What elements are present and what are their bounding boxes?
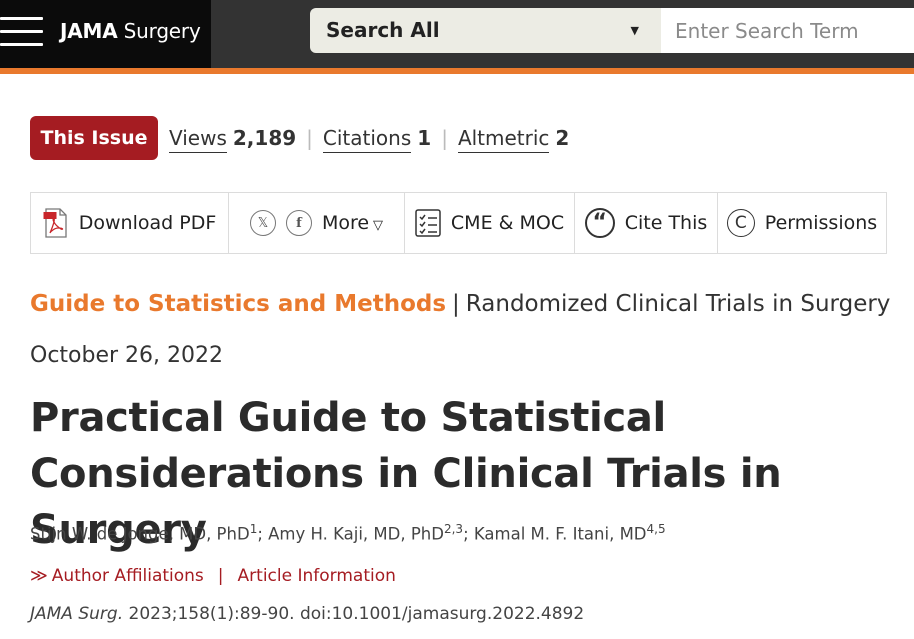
- cme-moc-button[interactable]: CME & MOC: [405, 193, 575, 253]
- author-affiliations-link[interactable]: ≫ Author Affiliations: [30, 566, 204, 586]
- permissions-label: Permissions: [764, 212, 878, 234]
- permissions-button[interactable]: C Permissions: [718, 193, 886, 253]
- download-pdf-button[interactable]: Download PDF: [31, 193, 229, 253]
- double-chevron-right-icon: ≫: [30, 566, 48, 586]
- more-share-button[interactable]: More ▽: [322, 212, 383, 234]
- altmetric-link[interactable]: Altmetric: [457, 126, 550, 153]
- author-affiliations-label: Author Affiliations: [51, 566, 204, 586]
- author-separator: ;: [257, 524, 269, 544]
- citations-link[interactable]: Citations: [322, 126, 412, 153]
- top-bar: JAMA Surgery Search All ▼: [0, 0, 914, 68]
- search-scope-label: Search All: [326, 18, 440, 42]
- chevron-down-icon: ▽: [373, 218, 384, 233]
- article-metrics: Views 2,189 | Citations 1 | Altmetric 2: [169, 126, 569, 153]
- metric-separator: |: [441, 126, 448, 150]
- journal-logo[interactable]: JAMA Surgery: [60, 19, 201, 43]
- copyright-icon: C: [726, 209, 755, 237]
- logo-bold: JAMA: [60, 19, 118, 43]
- article-title: Practical Guide to Statistical Considera…: [30, 395, 782, 553]
- this-issue-button[interactable]: This Issue: [30, 116, 158, 160]
- views-count: 2,189: [232, 126, 297, 150]
- citation-details: 2023;158(1):89-90. doi:10.1001/jamasurg.…: [123, 604, 585, 624]
- download-pdf-label: Download PDF: [78, 212, 217, 234]
- brand-area: JAMA Surgery: [0, 0, 211, 68]
- share-group: 𝕏 f More ▽: [229, 193, 405, 253]
- article-category: Guide to Statistics and Methods | Randomiz…: [30, 291, 890, 317]
- affiliation-number: 1: [249, 522, 258, 536]
- author-list: Stijn W. de Jonge, MD, PhD1; Amy H. Kaji…: [30, 522, 666, 544]
- x-twitter-icon[interactable]: 𝕏: [249, 210, 276, 236]
- journal-abbrev: JAMA Surg.: [30, 604, 124, 624]
- subcategory: Randomized Clinical Trials in Surgery: [465, 291, 891, 317]
- link-separator: |: [217, 566, 224, 586]
- facebook-icon[interactable]: f: [285, 210, 312, 236]
- author-separator: ;: [463, 524, 474, 544]
- category-link[interactable]: Guide to Statistics and Methods: [30, 291, 447, 317]
- publication-date: October 26, 2022: [30, 343, 224, 368]
- checklist-icon: [415, 209, 441, 237]
- cite-this-button[interactable]: “ Cite This: [575, 193, 718, 253]
- pdf-icon: [43, 208, 69, 238]
- views-link[interactable]: Views: [169, 126, 227, 153]
- search-scope-select[interactable]: Search All ▼: [310, 8, 661, 53]
- author-name[interactable]: Kamal M. F. Itani, MD: [473, 524, 647, 544]
- cite-this-label: Cite This: [624, 212, 708, 234]
- search-input[interactable]: [661, 8, 914, 53]
- article-information-link[interactable]: Article Information: [237, 566, 396, 586]
- article-citation: JAMA Surg. 2023;158(1):89-90. doi:10.100…: [30, 604, 584, 624]
- article-info-links: ≫ Author Affiliations | Article Information: [30, 566, 396, 586]
- citations-count: 1: [417, 126, 432, 150]
- header-divider: [0, 68, 914, 74]
- category-separator: |: [452, 291, 460, 317]
- menu-icon[interactable]: [0, 17, 43, 47]
- author-name[interactable]: Stijn W. de Jonge, MD, PhD: [30, 524, 250, 544]
- altmetric-score: 2: [555, 126, 570, 150]
- author-name[interactable]: Amy H. Kaji, MD, PhD: [268, 524, 444, 544]
- more-label: More: [321, 212, 370, 234]
- logo-rest: Surgery: [117, 19, 201, 43]
- affiliation-number: 4,5: [646, 522, 666, 536]
- article-toolbar: Download PDF 𝕏 f More ▽ CME & MOC “ Cite …: [30, 192, 887, 254]
- cme-moc-label: CME & MOC: [450, 212, 565, 234]
- metric-separator: |: [306, 126, 313, 150]
- chevron-down-icon: ▼: [630, 24, 639, 37]
- affiliation-number: 2,3: [443, 522, 464, 536]
- quote-icon: “: [584, 208, 615, 238]
